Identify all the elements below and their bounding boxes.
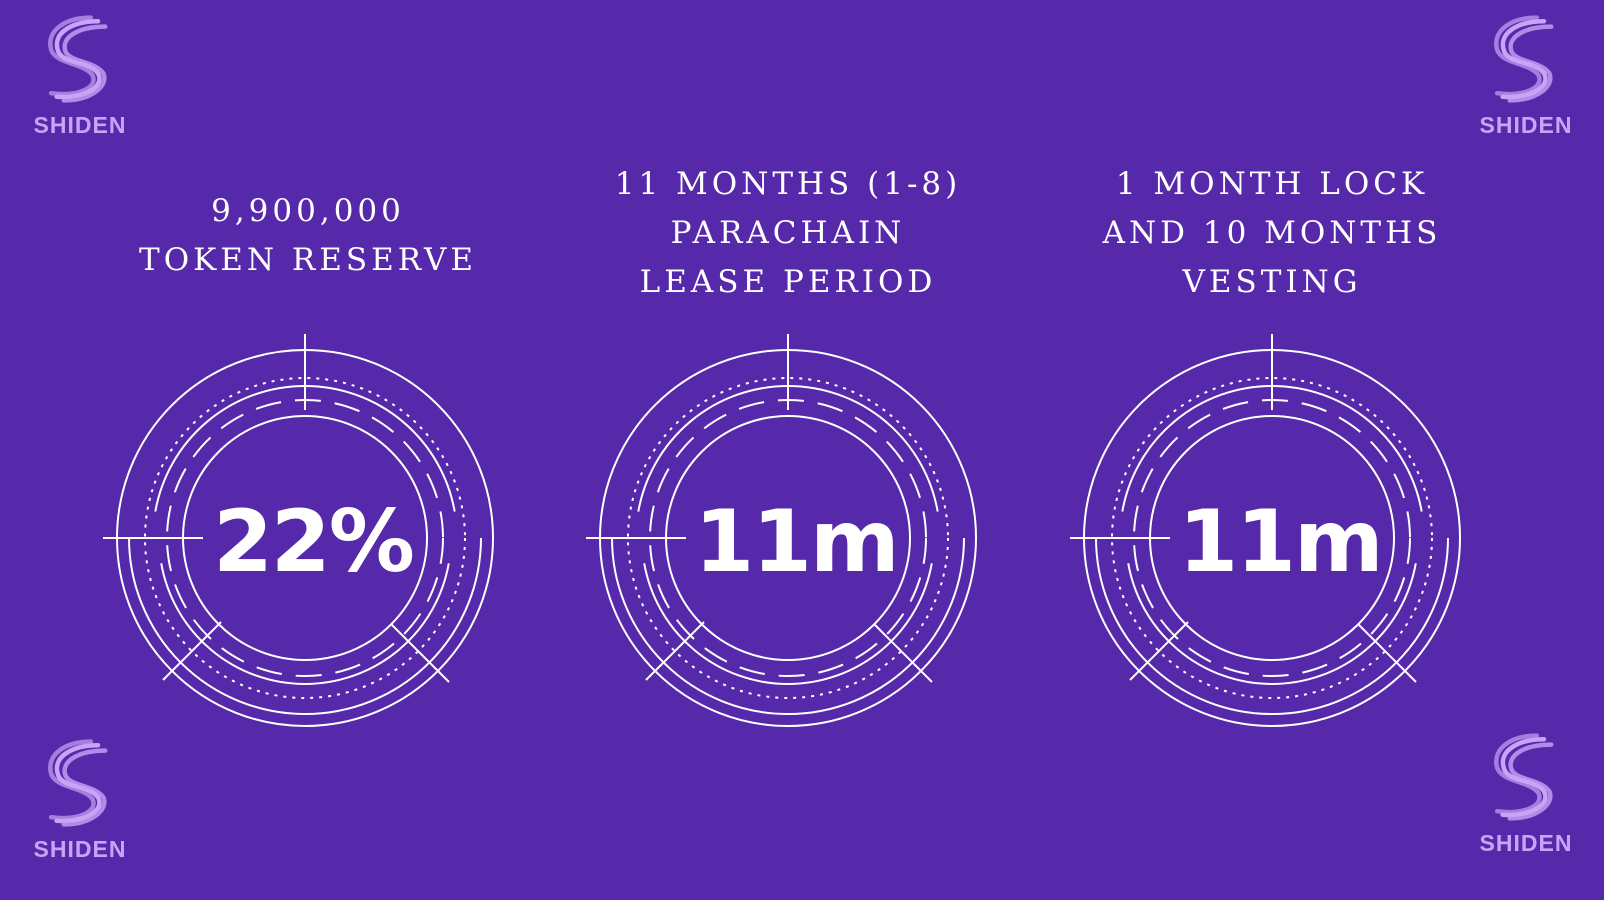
panel-1-gauge: 22% — [103, 332, 523, 752]
lower-outer-arc — [611, 537, 965, 715]
caption-line: PARACHAIN — [670, 215, 906, 251]
lower-outer-arc — [128, 537, 482, 715]
logo-top-right: SHIDEN — [1456, 14, 1596, 154]
tick-bottom-left — [645, 621, 705, 681]
caption-line: 11 MONTHS (1-8) — [614, 166, 962, 202]
tick-bottom-right — [1357, 623, 1417, 683]
caption-line: LEASE PERIOD — [639, 264, 937, 300]
shiden-s-icon — [1494, 733, 1554, 821]
panel-1-caption: 9,900,000 TOKEN RESERVE — [98, 187, 518, 285]
dotted-ring — [1111, 377, 1433, 699]
shiden-s-icon — [1494, 15, 1554, 103]
logo-text: SHIDEN — [33, 112, 127, 138]
gauge-value: 11m — [1178, 492, 1383, 592]
panel-3-caption: 1 MONTH LOCK AND 10 MONTHS VESTING — [1062, 160, 1482, 307]
logo-text: SHIDEN — [1479, 112, 1573, 138]
concentric-circle-graphic — [103, 334, 494, 727]
logo-bottom-right: SHIDEN — [1456, 732, 1596, 872]
logo-bottom-left: SHIDEN — [10, 738, 150, 878]
logo-top-left: SHIDEN — [10, 14, 150, 154]
logo-text: SHIDEN — [1479, 830, 1573, 856]
caption-line: AND 10 MONTHS — [1102, 215, 1442, 251]
gauge-value: 11m — [694, 492, 899, 592]
concentric-circle-graphic — [586, 334, 977, 727]
tick-bottom-right — [390, 623, 450, 683]
lower-arc — [643, 563, 933, 685]
dotted-ring — [627, 377, 949, 699]
concentric-circle-graphic — [1070, 334, 1461, 727]
gauge-value: 22% — [213, 492, 415, 592]
tick-bottom-left — [162, 621, 222, 681]
lower-outer-arc — [1095, 537, 1449, 715]
shiden-s-icon — [48, 739, 108, 827]
lower-arc — [160, 563, 450, 685]
panel-3-gauge: 11m — [1070, 332, 1490, 752]
caption-line: TOKEN RESERVE — [139, 242, 477, 278]
shiden-s-icon — [48, 15, 108, 103]
caption-line: 1 MONTH LOCK — [1115, 166, 1429, 202]
caption-line: VESTING — [1182, 264, 1362, 300]
panel-2-gauge: 11m — [586, 332, 1006, 752]
tick-bottom-right — [873, 623, 933, 683]
caption-line: 9,900,000 — [211, 193, 405, 229]
logo-text: SHIDEN — [33, 836, 127, 862]
dotted-ring — [144, 377, 466, 699]
panel-2-caption: 11 MONTHS (1-8) PARACHAIN LEASE PERIOD — [578, 160, 998, 307]
tick-bottom-left — [1129, 621, 1189, 681]
lower-arc — [1127, 563, 1417, 685]
